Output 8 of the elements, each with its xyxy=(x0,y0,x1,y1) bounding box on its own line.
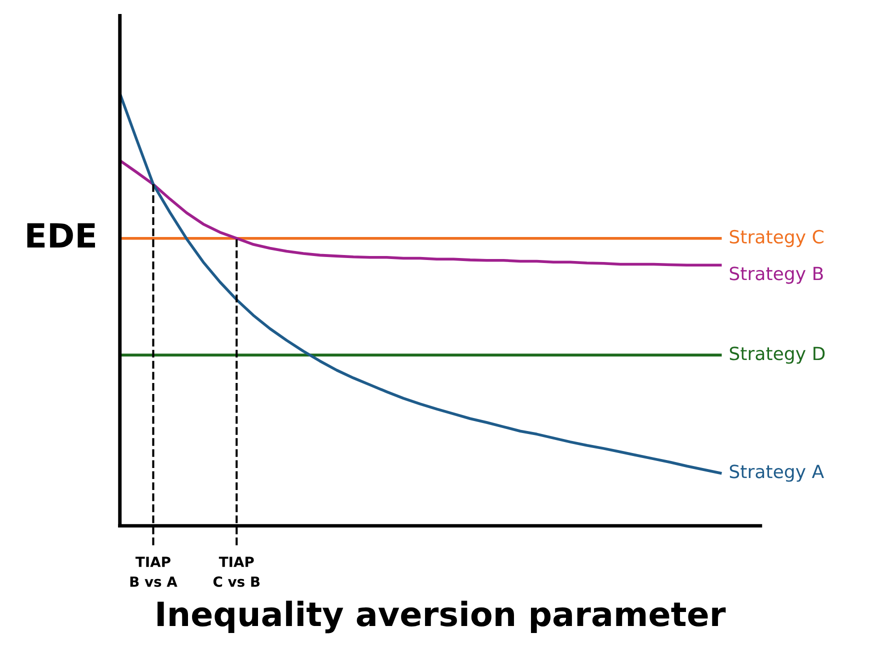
series-label: Strategy A xyxy=(730,464,824,482)
x-tick-label: TIAP C vs B xyxy=(213,556,260,587)
series-label: Strategy C xyxy=(730,230,824,248)
x-tick-label: TIAP B vs A xyxy=(130,556,178,587)
series-label: Strategy B xyxy=(730,266,823,284)
x-axis-title: Inequality aversion parameter xyxy=(158,600,726,634)
series-label: Strategy D xyxy=(730,346,825,364)
y-axis-title: EDE xyxy=(27,223,96,248)
